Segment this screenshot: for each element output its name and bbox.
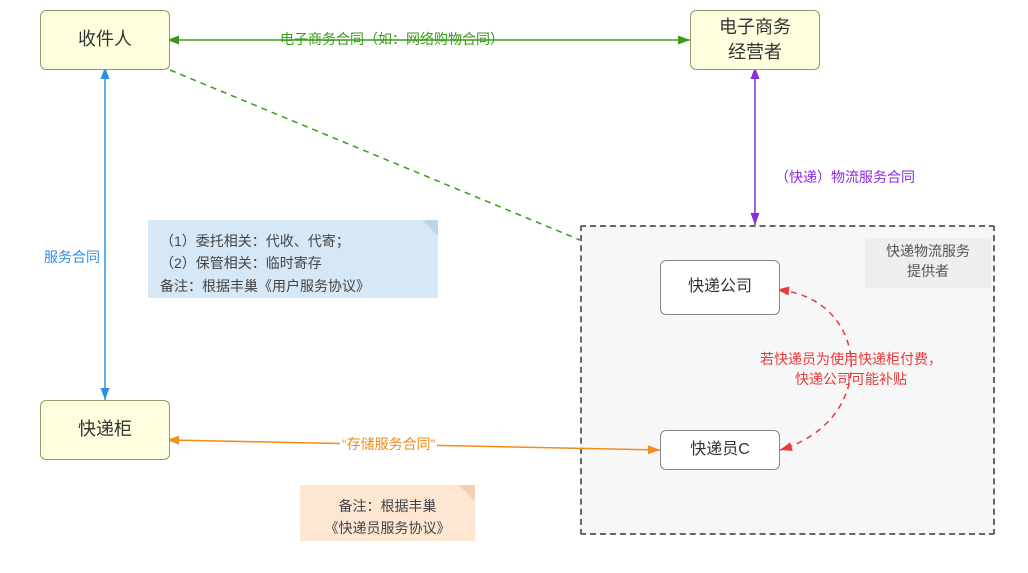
group-logistics-provider-label: 快递物流服务提供者 [865, 238, 991, 288]
edge-recipient-to-group [170, 70, 580, 240]
node-courier-company-label: 快递公司 [688, 276, 752, 298]
group-label-text: 快递物流服务提供者 [886, 243, 970, 279]
node-locker-label: 快递柜 [78, 417, 132, 442]
note-blue-line1: （1）委托相关：代收、代寄； [160, 230, 426, 252]
note-blue: （1）委托相关：代收、代寄； （2）保管相关：临时寄存 备注：根据丰巢《用户服务… [148, 220, 438, 298]
node-courier-company: 快递公司 [660, 260, 780, 315]
node-courier-c-label: 快递员C [690, 439, 750, 461]
label-subsidy: 若快递员为使用快递柜付费，快递公司可能补贴 [760, 350, 942, 389]
label-service-contract: 服务合同 [44, 248, 100, 268]
label-logistics-contract: （快递）物流服务合同 [775, 168, 915, 188]
label-storage-contract: “存储服务合同” [340, 435, 437, 455]
node-courier-c: 快递员C [660, 430, 780, 470]
label-ecommerce-contract: 电子商务合同（如：网络购物合同） [280, 30, 504, 50]
note-orange-line2: 《快递员服务协议》 [312, 517, 463, 539]
node-ecommerce-label: 电子商务经营者 [719, 15, 791, 65]
node-recipient-label: 收件人 [78, 27, 132, 52]
node-locker-box: 快递柜 [40, 400, 170, 460]
note-blue-line2: （2）保管相关：临时寄存 [160, 252, 426, 274]
dogear-icon [422, 220, 438, 236]
note-orange: 备注：根据丰巢 《快递员服务协议》 [300, 485, 475, 541]
node-ecommerce-operator: 电子商务经营者 [690, 10, 820, 70]
note-orange-line1: 备注：根据丰巢 [312, 495, 463, 517]
note-blue-line3: 备注：根据丰巢《用户服务协议》 [160, 275, 426, 297]
node-recipient: 收件人 [40, 10, 170, 70]
dogear-icon [459, 485, 475, 501]
